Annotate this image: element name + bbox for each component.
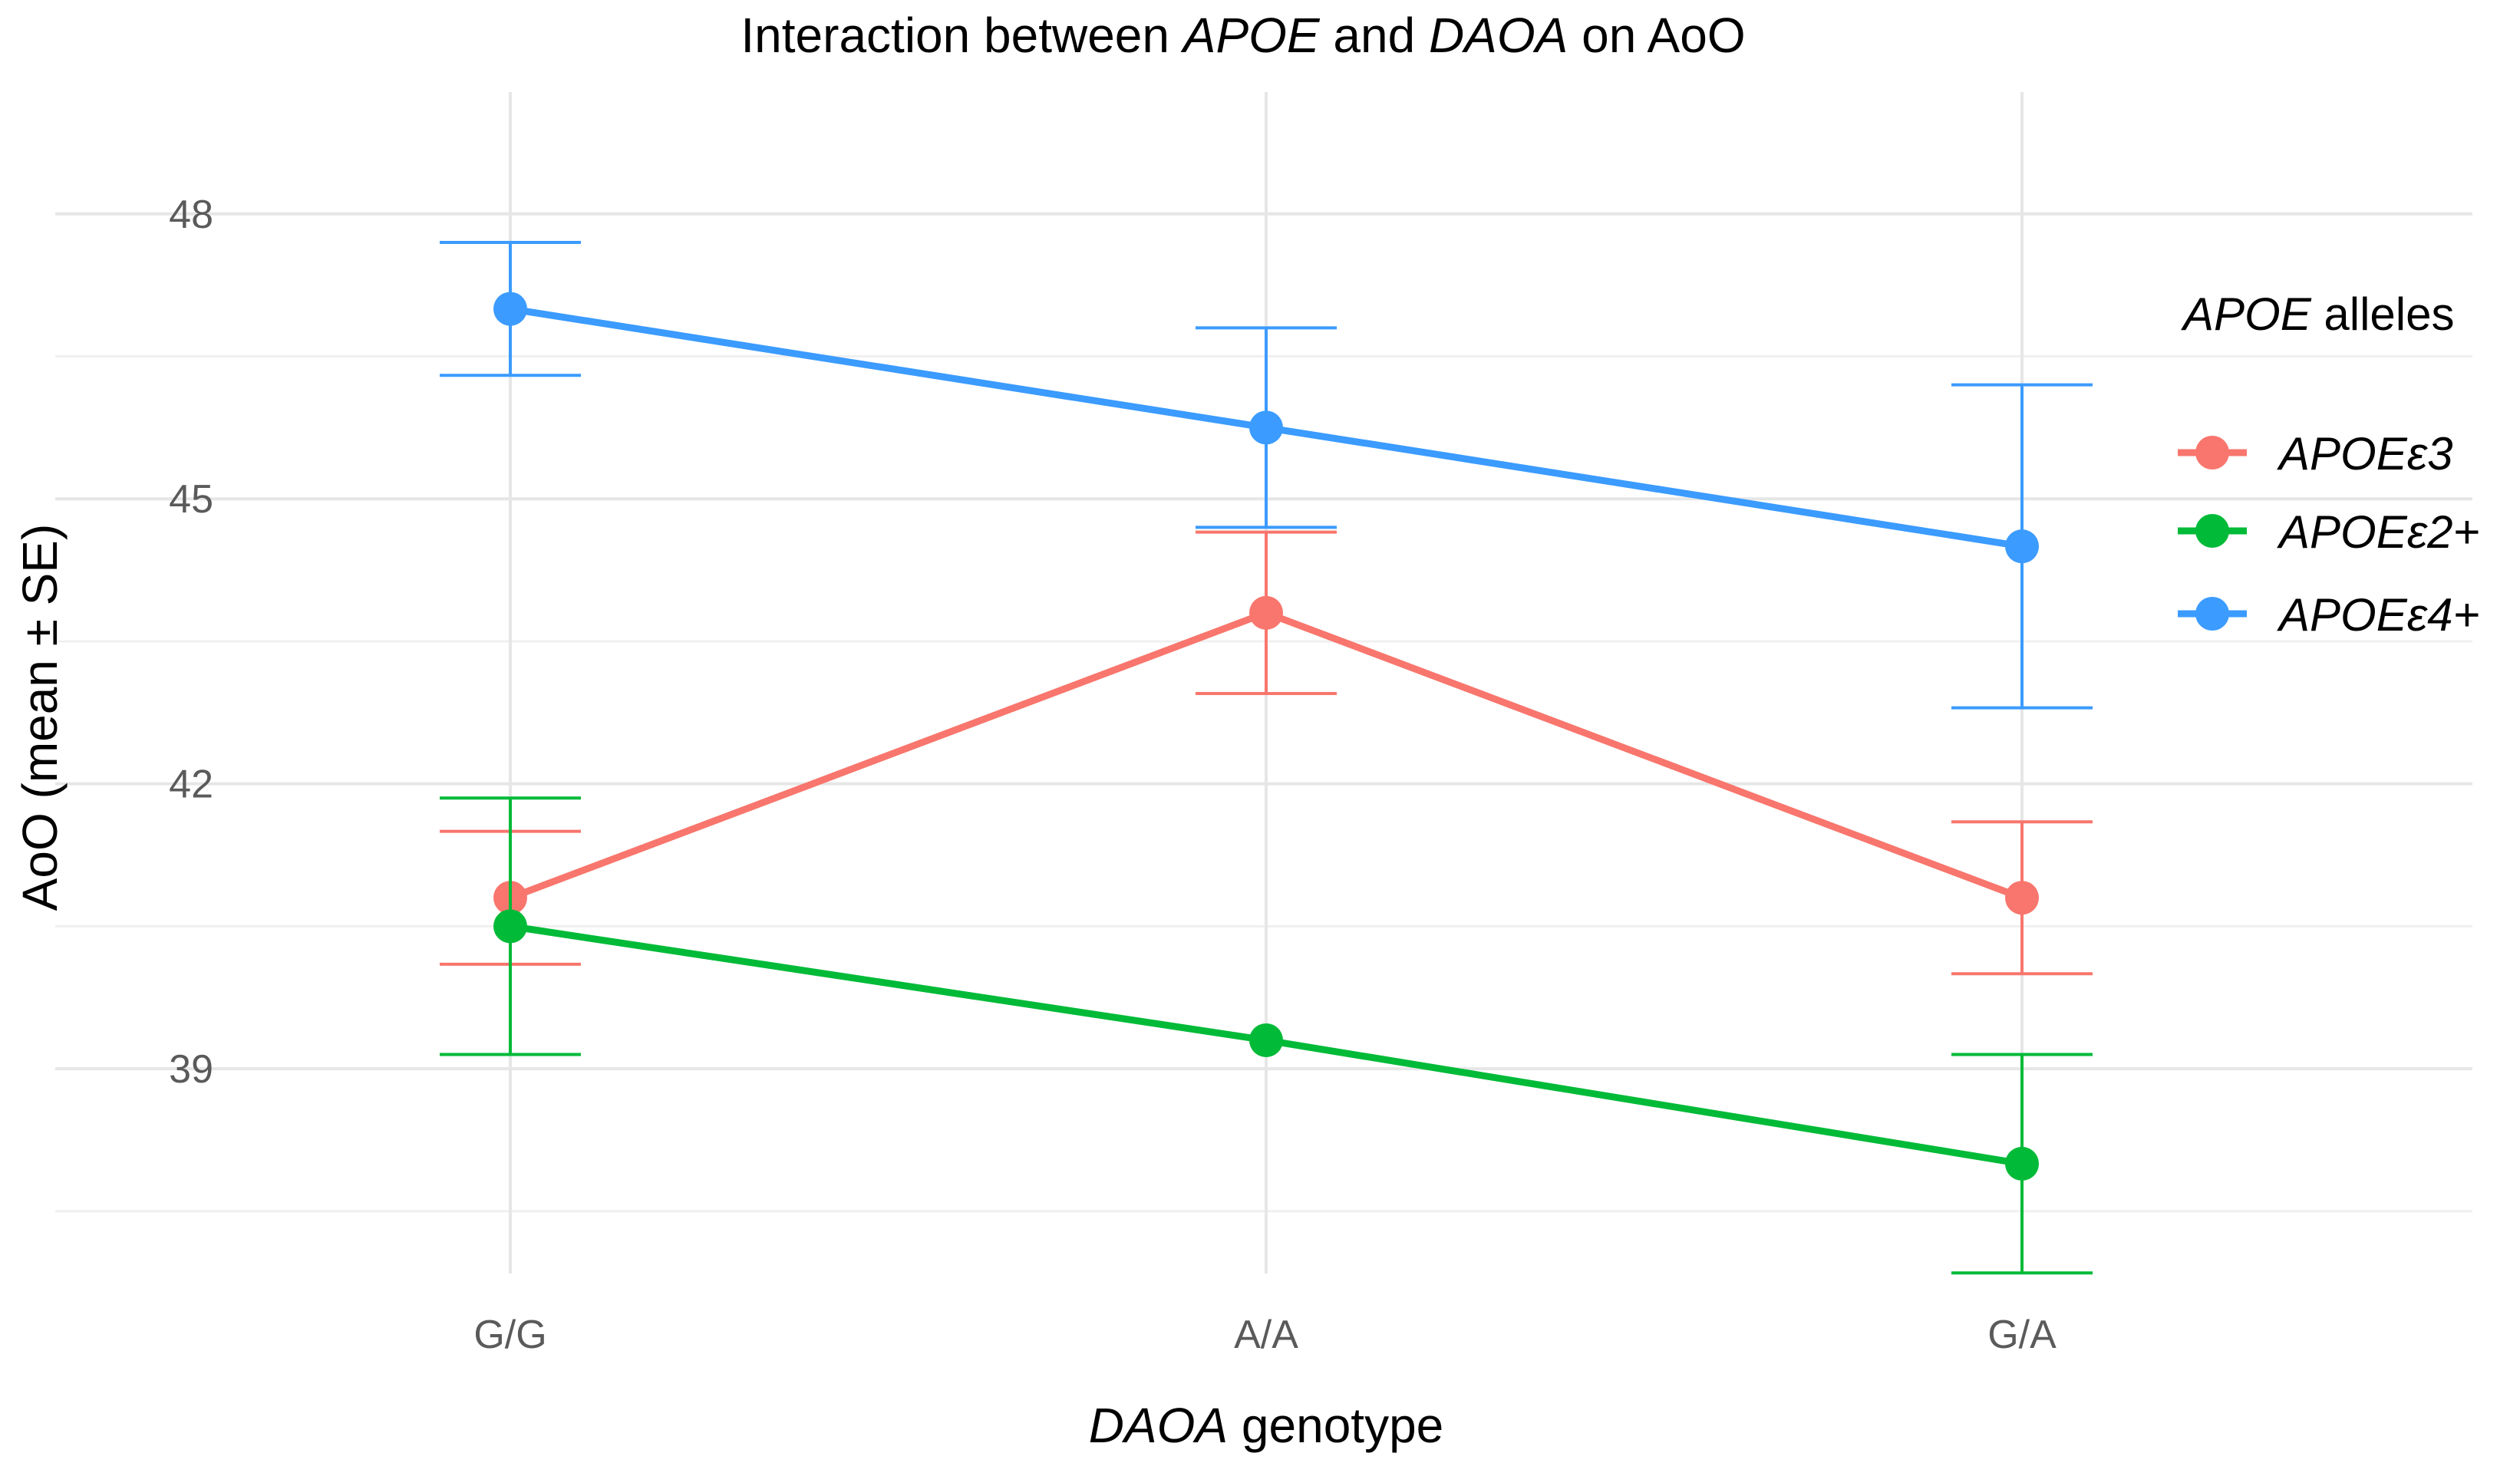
legend-item: APOEε4+: [2178, 589, 2480, 641]
y-tick-label: 42: [169, 763, 213, 807]
titles: AoO (mean ± SE) DAOA genotype Interaction …: [12, 8, 1746, 1453]
chart-title: Interaction between APOE and DAOA on AoO: [740, 8, 1745, 63]
x-axis-title-part: genotype: [1228, 1398, 1443, 1453]
series-APOEε2+: [440, 796, 2093, 1275]
legend-label: APOEε2+: [2277, 506, 2480, 558]
legend-item: APOEε3: [2178, 428, 2452, 479]
legend: APOE alleles APOEε3 APOEε2+ APOEε4+: [2178, 288, 2480, 641]
legend-label: APOEε3: [2277, 428, 2452, 479]
axes: 39 42 45 48 G/G A/A G/A: [169, 193, 2057, 1357]
chart-title-part: DAOA: [1429, 8, 1568, 63]
legend-title: APOE alleles: [2181, 288, 2455, 340]
y-tick-label: 45: [169, 477, 213, 522]
x-axis-title: DAOA genotype: [1089, 1398, 1444, 1453]
legend-item: APOEε2+: [2178, 506, 2480, 558]
data-point: [1249, 595, 1283, 630]
chart-title-part: and: [1320, 8, 1429, 63]
legend-key-point: [2195, 514, 2229, 548]
chart-title-part: on AoO: [1568, 8, 1745, 63]
y-tick-label: 48: [169, 193, 213, 237]
grid: [55, 92, 2472, 1274]
data-point: [2005, 881, 2039, 915]
legend-key-point: [2195, 436, 2229, 470]
data-point: [2005, 529, 2039, 564]
legend-title-part: alleles: [2311, 288, 2455, 340]
legend-title-part: APOE: [2181, 288, 2312, 340]
legend-label: APOEε4+: [2277, 589, 2480, 641]
data-point: [1249, 410, 1283, 445]
legend-key-point: [2195, 597, 2229, 631]
chart-title-part: APOE: [1180, 8, 1321, 63]
x-tick-label: A/A: [1234, 1313, 1298, 1357]
y-tick-label: 39: [169, 1047, 213, 1092]
plot-area: [440, 240, 2093, 1275]
x-axis-title-part: DAOA: [1089, 1398, 1228, 1453]
x-tick-label: G/G: [473, 1313, 546, 1357]
y-axis-title: AoO (mean ± SE): [12, 524, 68, 911]
data-point: [493, 909, 527, 944]
series-APOEε4+: [440, 240, 2093, 710]
data-point: [1249, 1023, 1283, 1057]
chart-title-part: Interaction between: [740, 8, 1182, 63]
data-point: [2005, 1146, 2039, 1181]
x-tick-label: G/A: [1987, 1313, 2057, 1357]
data-point: [493, 292, 527, 326]
